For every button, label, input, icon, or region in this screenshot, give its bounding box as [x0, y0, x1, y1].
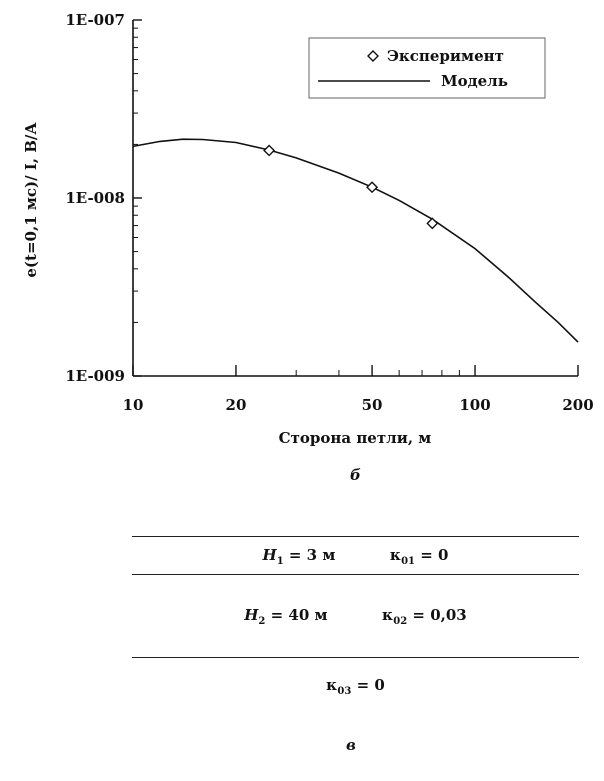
layer-3-kappa-symbol: κ — [326, 676, 338, 694]
x-tick-label: 20 — [226, 396, 247, 414]
layer-2-kappa-index: 02 — [393, 616, 408, 627]
legend-marker-experiment — [367, 50, 379, 62]
layer-2-thickness-index: 2 — [258, 616, 266, 627]
layer-1: H1 = 3 м κ01 = 0 — [132, 546, 579, 567]
layer-1-thickness-index: 1 — [276, 556, 284, 567]
layer-1-kappa-symbol: κ — [389, 546, 402, 564]
layer-2-kappa-symbol: κ — [382, 606, 394, 624]
y-tick-label: 1E-007 — [65, 11, 125, 29]
legend-label-experiment: Эксперимент — [387, 47, 504, 65]
chart: 1E-009 1E-008 1E-007 10 20 50 100 200 Экспериме… — [22, 11, 594, 447]
layer-2-thickness-symbol: H — [244, 606, 259, 624]
layer-boundary-1 — [132, 574, 579, 575]
layer-1-kappa-index: 01 — [401, 556, 416, 567]
experiment-point — [426, 217, 439, 230]
y-tick-label: 1E-008 — [65, 189, 125, 207]
model-curve — [132, 138, 579, 343]
layer-1-kappa-value: = 0 — [420, 546, 449, 564]
legend: Эксперимент Модель — [308, 37, 546, 99]
layer-boundary-2 — [132, 657, 579, 658]
experiment-point — [366, 181, 379, 194]
y-tick-label: 1E-009 — [65, 367, 125, 385]
legend-box — [308, 37, 546, 99]
chart-caption: б — [350, 466, 361, 484]
layer-2-kappa-value: = 0,03 — [412, 606, 467, 624]
x-tick-label: 10 — [123, 396, 144, 414]
x-tick-label: 200 — [562, 396, 593, 414]
table-caption: в — [346, 736, 356, 754]
y-axis-title: e(t=0,1 мс)/ I, В/А — [22, 122, 40, 278]
layer-3-kappa-value: = 0 — [356, 676, 385, 694]
x-tick-label: 50 — [362, 396, 383, 414]
layer-3: κ03 = 0 — [132, 676, 579, 697]
x-tick-label: 100 — [459, 396, 490, 414]
layer-2: H2 = 40 м κ02 = 0,03 — [132, 606, 579, 627]
layer-1-thickness-value: = 3 м — [288, 546, 336, 564]
layer-2-thickness-value: = 40 м — [270, 606, 328, 624]
legend-label-model: Модель — [441, 72, 508, 90]
layer-boundary-top — [132, 536, 579, 537]
chart-ticks: 1E-009 1E-008 1E-007 10 20 50 100 200 — [65, 11, 593, 414]
layer-1-thickness-symbol: H — [262, 546, 277, 564]
experiment-point — [263, 144, 276, 157]
layer-3-kappa-index: 03 — [337, 686, 352, 697]
chart-series — [132, 138, 579, 343]
x-axis-title: Сторона петли, м — [279, 429, 432, 447]
